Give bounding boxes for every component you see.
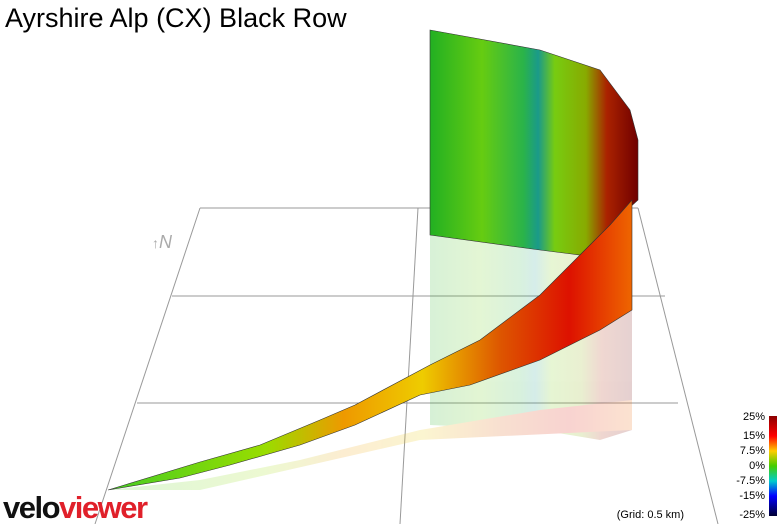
north-label: ↑N — [152, 232, 173, 252]
climb-wall — [429, 29, 639, 256]
shape: ↑ — [152, 235, 159, 251]
legend-labels: 25% 15% 7.5% 0% -7.5% -15% — [736, 411, 765, 502]
gradient-scale — [769, 416, 777, 516]
legend-label: 0% — [749, 460, 765, 472]
logo: veloviewer — [3, 490, 148, 524]
legend-label: -15% — [739, 490, 765, 502]
legend-label: 25% — [743, 411, 765, 423]
legend-label: 7.5% — [740, 445, 765, 457]
shape — [94, 207, 201, 524]
shape — [108, 400, 632, 490]
climb-ribbon — [107, 199, 633, 491]
shape: viewer — [59, 490, 148, 524]
shape — [637, 207, 719, 524]
legend-label: -25% — [739, 509, 765, 521]
shape: N — [159, 232, 173, 252]
grid-note: (Grid: 0.5 km) — [617, 509, 684, 521]
shape — [399, 207, 419, 524]
title: Ayrshire Alp (CX) Black Row — [5, 3, 347, 33]
legend-label: 15% — [743, 430, 765, 442]
shape: velo — [3, 490, 60, 524]
legend-label: -7.5% — [736, 475, 765, 487]
